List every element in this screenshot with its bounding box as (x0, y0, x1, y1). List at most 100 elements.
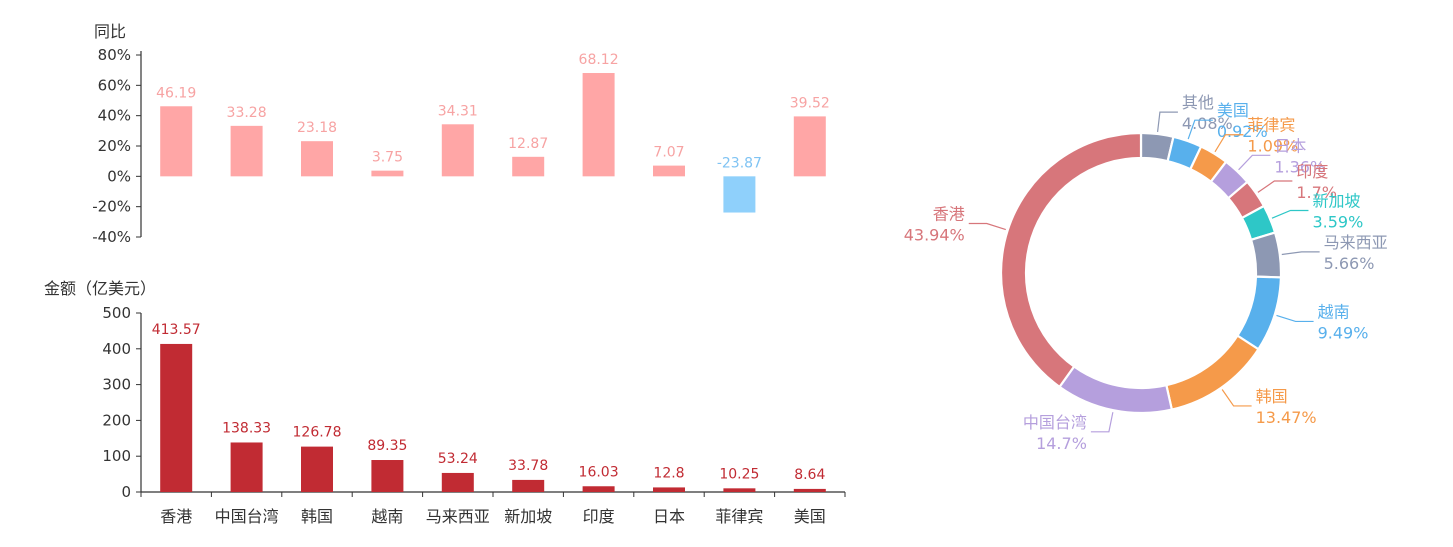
donut-slice-percent: 3.59% (1312, 213, 1363, 232)
category-label: 印度 (583, 507, 615, 526)
yoy-bar (653, 165, 685, 177)
donut-leader-line (1276, 314, 1314, 323)
amount-data-label: 12.8 (653, 465, 684, 481)
category-label: 菲律宾 (715, 507, 763, 526)
donut-slice-percent: 4.08% (1182, 114, 1233, 133)
amount-data-label: 16.03 (579, 464, 619, 480)
yoy-data-label: 34.31 (438, 103, 478, 119)
yoy-data-label: 3.75 (372, 150, 403, 166)
donut-leader-line (1221, 389, 1252, 407)
amount-bar (230, 442, 263, 492)
donut-leader-line (1187, 119, 1213, 140)
yoy-y-tick-label: 40% (98, 107, 131, 125)
yoy-y-tick-label: 0% (107, 167, 131, 185)
category-label: 中国台湾 (215, 507, 279, 526)
yoy-y-tick-label: 20% (98, 137, 131, 155)
donut-slice-percent: 1.7% (1296, 183, 1337, 202)
donut-leader-line (1257, 180, 1293, 193)
amount-bar (582, 486, 615, 492)
yoy-bar (301, 141, 333, 177)
yoy-data-label: 68.12 (579, 52, 619, 68)
amount-bar (160, 343, 193, 492)
category-label: 马来西亚 (426, 507, 490, 526)
category-label: 新加坡 (504, 507, 552, 526)
donut-slice (1236, 275, 1283, 351)
category-label: 越南 (371, 507, 403, 526)
yoy-y-tick-label: -40% (92, 228, 131, 246)
category-label: 日本 (653, 507, 685, 526)
yoy-data-label: -23.87 (717, 155, 762, 171)
yoy-bar (512, 156, 545, 177)
donut-slice-percent: 13.47% (1256, 408, 1317, 427)
donut-slice-percent: 43.94% (904, 225, 965, 244)
amount-bar (793, 488, 826, 492)
donut-slice-name: 韩国 (1256, 387, 1288, 406)
yoy-data-label: 46.19 (156, 85, 196, 101)
amount-data-label: 413.57 (152, 322, 201, 338)
donut-slice-percent: 14.7% (1036, 434, 1087, 453)
amount-bar (723, 488, 756, 492)
yoy-bar (371, 170, 404, 177)
share-donut-chart: 其他 4.08%美国 0.92%菲律宾 1.09%日本 1.36%印度 1.7%新加坡 3.… (904, 93, 1388, 453)
donut-slice-percent: 9.49% (1318, 323, 1369, 342)
donut-slice-name: 马来西亚 (1324, 233, 1388, 252)
amount-bar-chart: 金额（亿美元） 0 100 200 300 400 500 413.57 138.33 126.7… (44, 280, 846, 526)
donut-slice-name: 新加坡 (1312, 192, 1360, 211)
donut-slice-percent: 0.92% (1217, 122, 1268, 141)
donut-leader-line (968, 222, 1006, 231)
amount-data-label: 89.35 (367, 438, 407, 454)
yoy-data-label: 39.52 (790, 95, 830, 111)
yoy-bar (441, 124, 474, 177)
amount-y-tick-label: 300 (102, 376, 131, 394)
yoy-bar (793, 116, 826, 177)
category-label: 香港 (160, 507, 192, 526)
amount-axis-title: 金额（亿美元） (44, 280, 156, 298)
amount-data-label: 126.78 (293, 425, 342, 441)
amount-data-label: 33.78 (508, 458, 548, 474)
yoy-y-tick-label: 80% (98, 46, 131, 64)
yoy-bar (230, 125, 263, 177)
yoy-axis-title: 同比 (94, 22, 126, 41)
donut-slice (1058, 365, 1173, 415)
donut-slice (1165, 334, 1260, 411)
donut-slice-name: 中国台湾 (1023, 413, 1087, 432)
amount-data-label: 138.33 (222, 420, 271, 436)
yoy-y-tick-label: -20% (92, 198, 131, 216)
category-label: 美国 (794, 507, 826, 526)
amount-data-label: 10.25 (719, 466, 759, 482)
donut-slice (1249, 231, 1283, 279)
yoy-data-label: 7.07 (653, 145, 684, 161)
donut-slice-name: 香港 (933, 204, 965, 223)
donut-slice-name: 美国 (1217, 101, 1249, 120)
donut-leader-line (1281, 251, 1320, 256)
amount-bar (441, 472, 474, 492)
amount-bar (301, 446, 333, 492)
yoy-data-label: 23.18 (297, 120, 337, 136)
donut-leader-line (1238, 154, 1271, 171)
amount-y-tick-label: 0 (121, 483, 131, 501)
donut-slice-percent: 1.09% (1247, 137, 1298, 156)
donut-leader-line (1156, 111, 1178, 133)
amount-data-label: 53.24 (438, 451, 478, 467)
donut-slice-percent: 5.66% (1324, 254, 1375, 273)
donut-slice (999, 131, 1143, 388)
donut-slice-name: 印度 (1296, 162, 1328, 181)
amount-data-label: 8.64 (794, 467, 825, 483)
donut-slice-name: 日本 (1274, 136, 1306, 155)
yoy-bar (723, 176, 756, 213)
amount-bar (371, 460, 404, 492)
amount-bar (653, 487, 685, 492)
yoy-bar-chart: 同比 -40% -20% 0% 20% 40% 60% 80% 46.19 33.28 23.18 3… (92, 22, 830, 246)
donut-slice-name: 其他 (1182, 93, 1214, 112)
yoy-y-tick-label: 60% (98, 76, 131, 94)
amount-y-tick-label: 400 (102, 340, 131, 358)
donut-slice-name: 菲律宾 (1247, 116, 1295, 135)
yoy-bar (582, 73, 615, 177)
amount-bar (512, 479, 545, 492)
yoy-bar (160, 106, 193, 177)
yoy-data-label: 33.28 (227, 105, 267, 121)
donut-slice-name: 越南 (1318, 302, 1350, 321)
donut-slice-percent: 1.36% (1274, 157, 1325, 176)
yoy-data-label: 12.87 (508, 136, 548, 152)
